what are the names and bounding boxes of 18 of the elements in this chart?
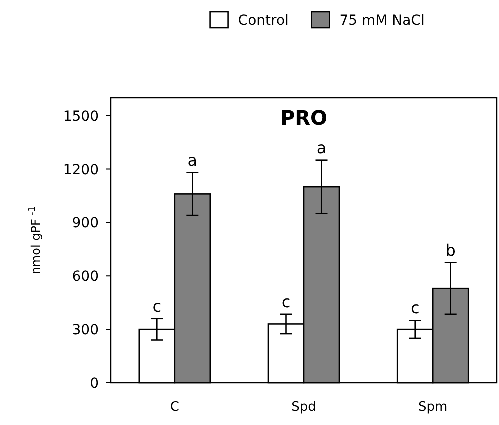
x-tick-label: C (170, 400, 180, 415)
legend-label: Control (238, 13, 289, 29)
chart-title: PRO (280, 106, 328, 130)
annotation: a (316, 138, 327, 158)
y-tick-label: 1200 (63, 162, 99, 178)
annotation: c (410, 298, 420, 318)
annotation: c (282, 292, 291, 312)
y-tick-label: 600 (72, 269, 99, 286)
annotation: c (152, 296, 162, 316)
annotation: a (188, 150, 198, 170)
y-tick-label: 1500 (63, 108, 99, 125)
annotation: b (446, 240, 456, 260)
legend-label: 75 mM NaCl (340, 13, 425, 29)
y-tick-label: 900 (72, 216, 99, 232)
y-tick-label: 300 (72, 322, 99, 339)
x-tick-label: Spm (418, 400, 448, 415)
x-tick-label: Spd (292, 400, 316, 415)
y-tick-label: 0 (90, 376, 99, 392)
